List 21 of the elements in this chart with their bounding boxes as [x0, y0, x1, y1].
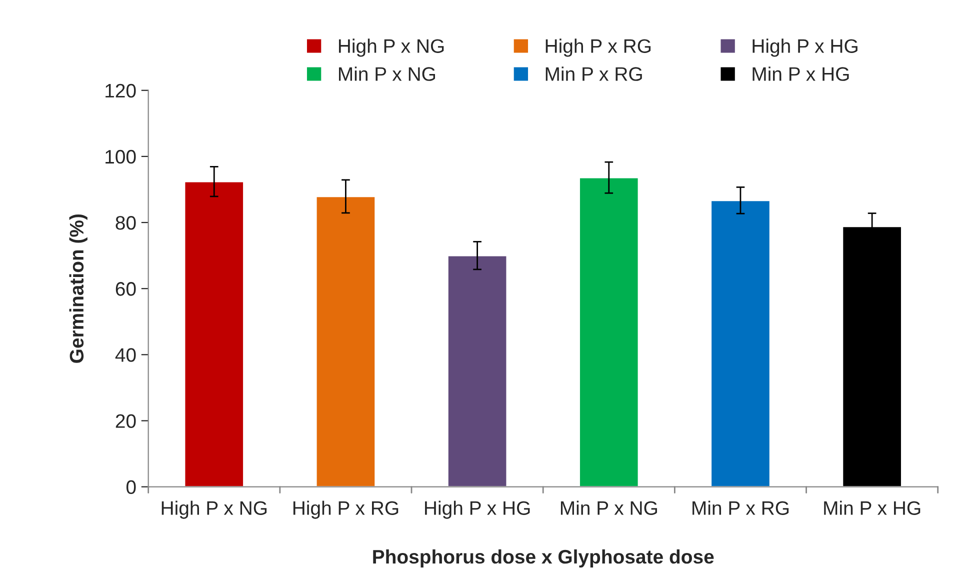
x-tick-label: High P x RG [293, 500, 398, 519]
y-tick-label: 60 [116, 282, 136, 296]
x-tick-label: Min P x HG [824, 500, 920, 515]
y-tick-label: 120 [106, 84, 136, 98]
legend-label: High P x NG [338, 38, 444, 57]
x-tick-label: Min P x NG [560, 500, 657, 515]
y-tick-label: 100 [106, 150, 136, 164]
y-tick-label: 80 [116, 216, 136, 230]
x-tick-label: Min P x RG [692, 500, 789, 515]
y-axis-title: Germination (%) [69, 214, 88, 363]
x-tick-label: High P x NG [162, 500, 267, 519]
x-tick-label: High P x HG [425, 500, 530, 519]
y-tick-label: 0 [126, 480, 136, 494]
y-tick-label: 20 [116, 414, 136, 428]
legend-label: High P x HG [752, 38, 858, 57]
legend-label: Min P x NG [338, 66, 435, 81]
x-axis-title: Phosphorus dose x Glyphosate dose [373, 549, 714, 568]
legend-label: High P x RG [546, 38, 651, 57]
legend-label: Min P x RG [546, 66, 642, 81]
y-tick-label: 40 [115, 348, 136, 362]
legend-label: Min P x HG [752, 66, 849, 81]
